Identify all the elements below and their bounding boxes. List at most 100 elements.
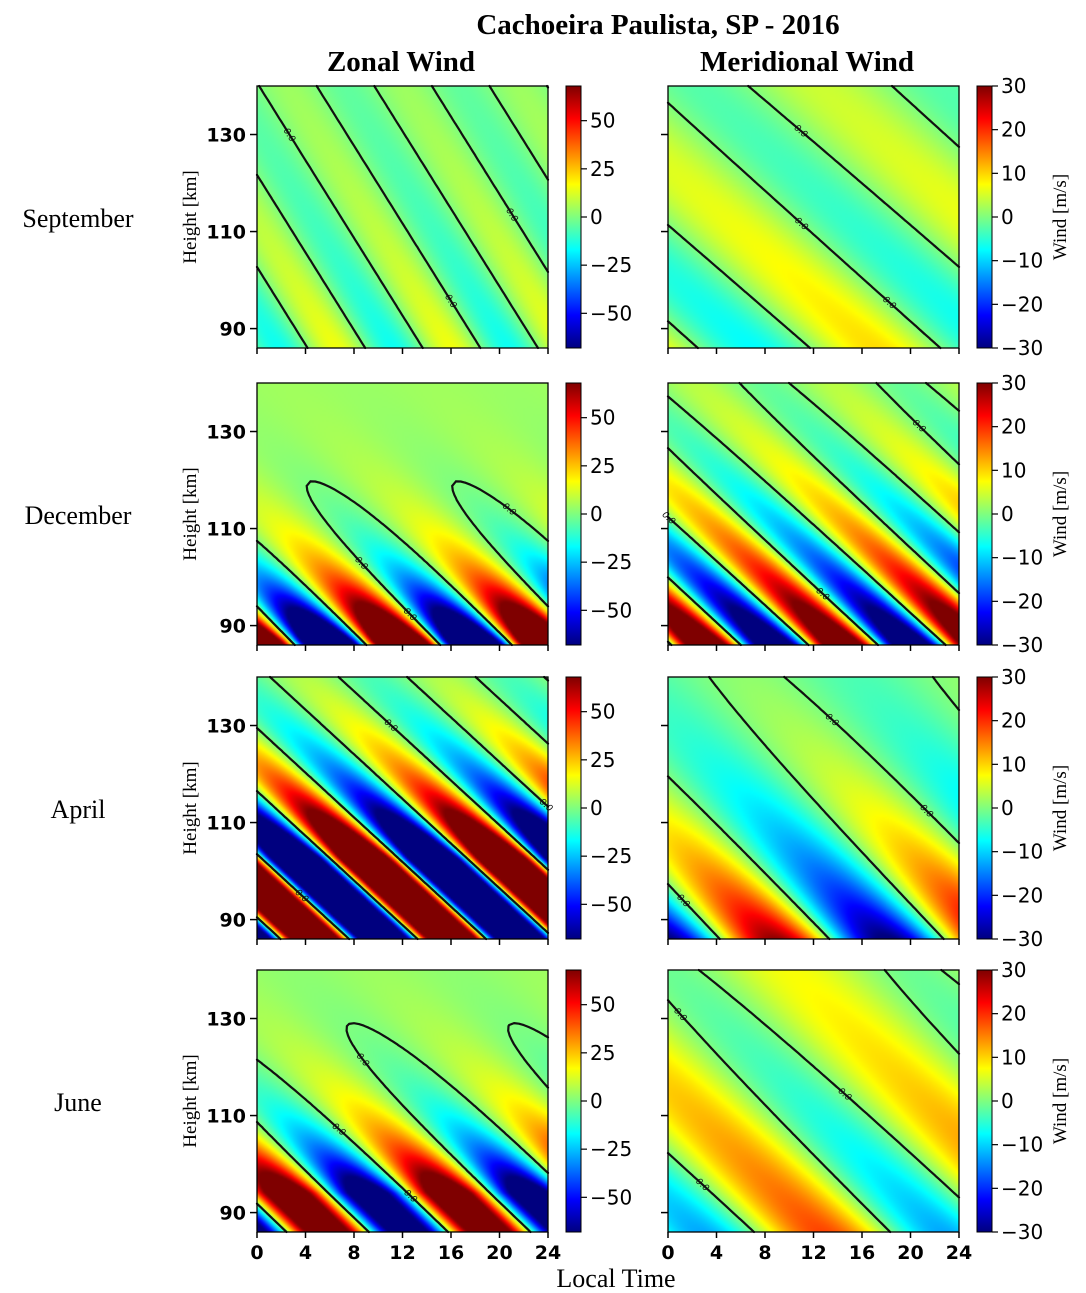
colorbar-tick-label: −30 bbox=[1001, 1220, 1043, 1244]
heatmap-image bbox=[257, 86, 548, 348]
colorbar-tick-label: −20 bbox=[1001, 883, 1043, 907]
colorbar-tick-label: −50 bbox=[590, 892, 632, 916]
x-tick-label: 20 bbox=[486, 1242, 512, 1264]
x-tick-label: 12 bbox=[800, 1242, 826, 1264]
row-label: December bbox=[25, 501, 132, 530]
y-tick-label: 90 bbox=[220, 616, 246, 638]
colorbar-tick-label: 0 bbox=[590, 796, 603, 820]
colorbar-tick-label: 20 bbox=[1001, 118, 1026, 142]
colorbar-tick-label: 10 bbox=[1001, 458, 1026, 482]
colorbar-tick-label: 0 bbox=[1001, 205, 1014, 229]
colorbar-tick-label: −25 bbox=[590, 253, 632, 277]
colorbar-tick-label: 30 bbox=[1001, 665, 1026, 689]
zero-contour bbox=[255, 675, 550, 941]
heatmap-image bbox=[257, 383, 548, 645]
x-tick-label: 4 bbox=[299, 1242, 312, 1264]
x-tick-label: 8 bbox=[758, 1242, 771, 1264]
zero-contour bbox=[666, 968, 961, 1234]
y-tick-label: 130 bbox=[206, 422, 246, 444]
colorbar-tick-label: −20 bbox=[1001, 292, 1043, 316]
colorbar-tick-label: −30 bbox=[1001, 336, 1043, 360]
zero-contour bbox=[255, 1022, 550, 1234]
zero-contour bbox=[666, 675, 961, 941]
colorbar bbox=[976, 969, 993, 1233]
x-tick-label: 8 bbox=[347, 1242, 360, 1264]
heatmap-image bbox=[668, 86, 959, 348]
colorbar-tick-label: −50 bbox=[590, 301, 632, 325]
y-tick-label: 110 bbox=[206, 222, 246, 244]
colorbar-tick-label: −25 bbox=[590, 844, 632, 868]
y-tick-label: 110 bbox=[206, 519, 246, 541]
colorbar-tick-label: −10 bbox=[1001, 249, 1043, 273]
colorbar-tick-label: 10 bbox=[1001, 161, 1026, 185]
colorbar-tick-label: −10 bbox=[1001, 546, 1043, 570]
y-axis-label: Height [km] bbox=[180, 467, 201, 560]
colorbar-tick-label: 0 bbox=[1001, 796, 1014, 820]
y-axis-label: Height [km] bbox=[180, 761, 201, 854]
x-tick-label: 0 bbox=[661, 1242, 674, 1264]
colorbar-tick-label: 50 bbox=[590, 406, 615, 430]
heatmap-image bbox=[257, 677, 548, 939]
y-tick-label: 130 bbox=[206, 1009, 246, 1031]
colorbar-tick-label: 50 bbox=[590, 993, 615, 1017]
colorbar-tick-label: 30 bbox=[1001, 958, 1026, 982]
colorbar-tick-label: 50 bbox=[590, 700, 615, 724]
colorbar bbox=[976, 382, 993, 646]
heatmap-image bbox=[668, 970, 959, 1232]
colorbar-tick-label: 0 bbox=[590, 502, 603, 526]
x-tick-label: 12 bbox=[389, 1242, 415, 1264]
row-label: September bbox=[22, 204, 134, 233]
column-title-zonal: Zonal Wind bbox=[327, 46, 475, 78]
y-tick-label: 90 bbox=[220, 1203, 246, 1225]
colorbar bbox=[976, 676, 993, 940]
zero-contour bbox=[255, 84, 550, 350]
colorbar-tick-label: −20 bbox=[1001, 1176, 1043, 1200]
row-label: April bbox=[51, 795, 106, 824]
x-tick-label: 24 bbox=[535, 1242, 561, 1264]
colorbar-tick-label: −20 bbox=[1001, 589, 1043, 613]
x-axis-label: Local Time bbox=[556, 1264, 675, 1293]
colorbar bbox=[565, 969, 582, 1233]
y-axis-label: Height [km] bbox=[180, 1054, 201, 1147]
y-tick-label: 130 bbox=[206, 125, 246, 147]
colorbar-label: Wind [m/s] bbox=[1050, 471, 1071, 557]
x-tick-label: 24 bbox=[946, 1242, 972, 1264]
heatmap-image bbox=[257, 970, 548, 1232]
colorbar-tick-label: 0 bbox=[590, 205, 603, 229]
colorbar-tick-label: −10 bbox=[1001, 840, 1043, 864]
colorbar-tick-label: 30 bbox=[1001, 74, 1026, 98]
colorbar-tick-label: 10 bbox=[1001, 1045, 1026, 1069]
colorbar-tick-label: −50 bbox=[590, 1185, 632, 1209]
heatmap-image bbox=[668, 383, 959, 645]
colorbar bbox=[565, 382, 582, 646]
colorbar-tick-label: 20 bbox=[1001, 415, 1026, 439]
panel-june-meridional: 0.00.00.00 4 8 12 16 20 24−30−20−100102030Wind… bbox=[661, 958, 1071, 1264]
colorbar-tick-label: 0 bbox=[1001, 1089, 1014, 1113]
colorbar bbox=[976, 85, 993, 349]
colorbar-tick-label: 20 bbox=[1001, 1002, 1026, 1026]
y-tick-label: 90 bbox=[220, 319, 246, 341]
x-tick-label: 20 bbox=[897, 1242, 923, 1264]
colorbar-tick-label: 25 bbox=[590, 454, 615, 478]
colorbar-tick-label: −25 bbox=[590, 550, 632, 574]
colorbar-tick-label: 25 bbox=[590, 157, 615, 181]
colorbar bbox=[565, 676, 582, 940]
colorbar-tick-label: 0 bbox=[590, 1089, 603, 1113]
zero-contour bbox=[255, 480, 550, 647]
x-tick-label: 16 bbox=[849, 1242, 875, 1264]
x-tick-label: 4 bbox=[710, 1242, 723, 1264]
colorbar-label: Wind [m/s] bbox=[1050, 174, 1071, 260]
colorbar-tick-label: 0 bbox=[1001, 502, 1014, 526]
colorbar-tick-label: −25 bbox=[590, 1137, 632, 1161]
colorbar-tick-label: 10 bbox=[1001, 752, 1026, 776]
